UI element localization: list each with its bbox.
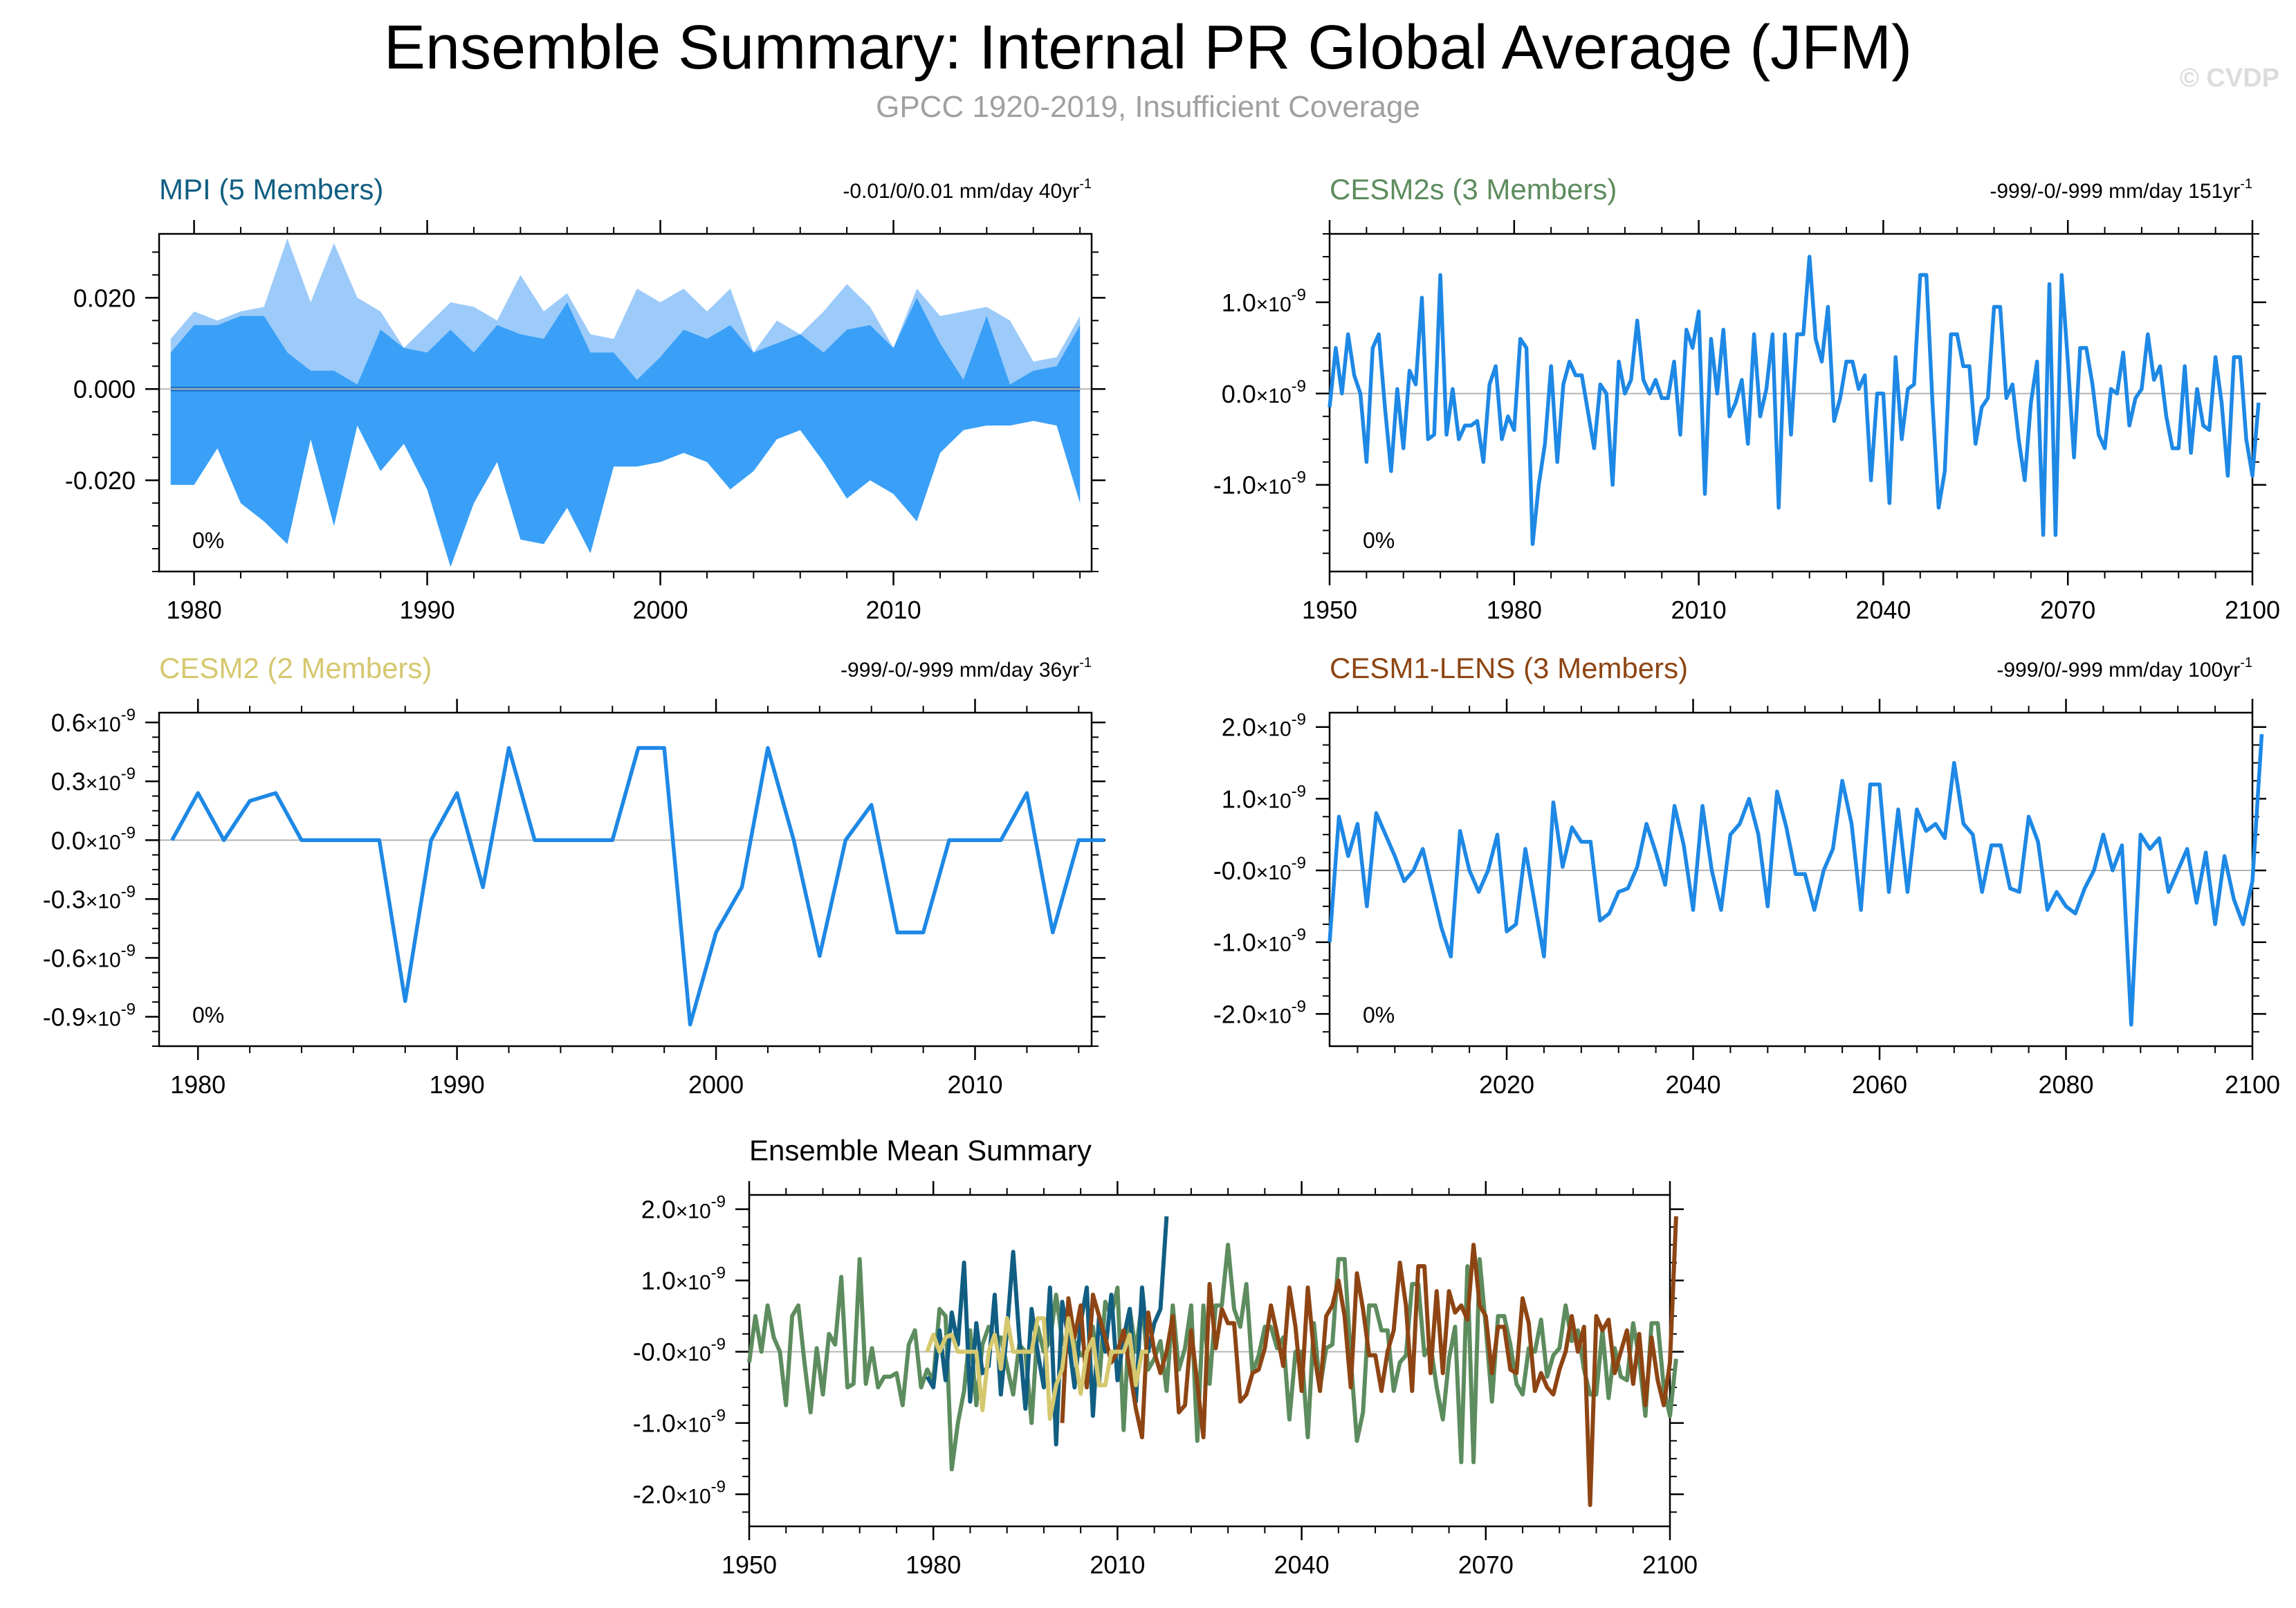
x-tick-label: 2000 — [688, 1070, 744, 1099]
y-tick-label: -0.0×10-9 — [633, 1335, 726, 1367]
x-tick-label: 1990 — [430, 1070, 485, 1099]
x-tick-label: 2010 — [947, 1070, 1002, 1099]
x-tick-label: 2100 — [2225, 1070, 2280, 1099]
y-tick-label: 0.000 — [73, 375, 136, 403]
y-tick-label: -0.3×10-9 — [43, 882, 136, 913]
y-tick-label: -1.0×10-9 — [633, 1407, 726, 1438]
x-tick-label: 2060 — [1852, 1070, 1907, 1099]
x-tick-label: 2100 — [1642, 1551, 1698, 1579]
y-tick-label: 2.0×10-9 — [641, 1193, 726, 1224]
percent-label: 0% — [192, 1003, 224, 1027]
x-tick-label: 1980 — [167, 596, 222, 624]
y-tick-label: -2.0×10-9 — [1213, 997, 1306, 1028]
x-tick-label: 1990 — [400, 596, 455, 624]
x-tick-label: 2040 — [1274, 1551, 1330, 1579]
x-tick-label: 1950 — [1302, 596, 1357, 624]
series-line-mpi — [925, 1216, 1169, 1447]
plot-frame — [158, 711, 1093, 1048]
y-tick-label: 0.6×10-9 — [51, 706, 136, 737]
series-line-cesm1 — [1328, 733, 2264, 1027]
y-tick-label: 0.3×10-9 — [51, 765, 136, 796]
x-tick-label: 1950 — [722, 1551, 777, 1579]
trend-label: -999/-0/-999 mm/day 151yr-1 — [1990, 176, 2252, 203]
page-title: Ensemble Summary: Internal PR Global Ave… — [383, 13, 1913, 82]
x-tick-label: 2010 — [1671, 596, 1727, 624]
panel-title: MPI (5 Members) — [159, 173, 383, 205]
panel-title: CESM2 (2 Members) — [159, 652, 432, 684]
plot-frame — [158, 232, 1093, 573]
percent-label: 0% — [192, 528, 224, 553]
x-tick-label: 2070 — [1458, 1551, 1514, 1579]
trend-label: -999/0/-999 mm/day 100yr-1 — [1996, 655, 2252, 682]
series-line-cesm2 — [925, 1316, 1148, 1421]
panel-mpi: 1980 1990 2000 2010 0.020 0.000 -0.020 MPI (5 M… — [65, 173, 1105, 624]
range-band-inner — [170, 298, 1081, 567]
x-tick-label: 2040 — [1855, 596, 1911, 624]
y-tick-label: -0.9×10-9 — [43, 1000, 136, 1031]
y-tick-label: -0.020 — [65, 466, 136, 495]
x-tick-label: 1980 — [906, 1551, 961, 1579]
panel-title: CESM1-LENS (3 Members) — [1330, 652, 1688, 684]
panel-cesm1: 2020 2040 2060 2080 2100 2.0×10-9 1.0×10-9 -0.0… — [1213, 652, 2280, 1099]
panel-cesm2s: 1950 1980 2010 2040 2070 2100 1.0×10-9 0.0×10-9… — [1213, 173, 2280, 624]
series-line-cesm2s — [1328, 255, 2261, 547]
trend-label: -999/-0/-999 mm/day 36yr-1 — [841, 655, 1092, 682]
y-tick-label: -0.6×10-9 — [43, 941, 136, 972]
x-tick-label: 2010 — [1090, 1551, 1145, 1579]
plot-frame — [1328, 232, 2254, 573]
x-tick-label: 2010 — [866, 596, 921, 624]
x-tick-label: 2070 — [2040, 596, 2095, 624]
series-line-cesm2 — [170, 746, 1105, 1027]
x-tick-label: 2040 — [1665, 1070, 1720, 1099]
series-line-cesm2s — [747, 1243, 1678, 1472]
y-tick-label: -0.0×10-9 — [1213, 854, 1306, 885]
y-tick-label: 1.0×10-9 — [641, 1264, 726, 1295]
y-tick-label: 0.0×10-9 — [1222, 377, 1306, 408]
panel-ens_mean: 1950 1980 2010 2040 2070 2100 2.0×10-9 1.0×10-9… — [633, 1134, 1698, 1579]
percent-label: 0% — [1363, 528, 1395, 553]
panel-cesm2: 1980 1990 2000 2010 0.6×10-9 0.3×10-9 0.0×10-9… — [43, 652, 1105, 1099]
x-tick-label: 2100 — [2225, 596, 2280, 624]
y-tick-label: 0.020 — [73, 284, 136, 312]
x-tick-label: 2000 — [633, 596, 688, 624]
plot-frame — [1328, 711, 2254, 1048]
panel-title: CESM2s (3 Members) — [1330, 173, 1617, 205]
x-tick-label: 2080 — [2038, 1070, 2093, 1099]
x-tick-label: 2020 — [1479, 1070, 1534, 1099]
panel-title: Ensemble Mean Summary — [749, 1134, 1092, 1167]
copyright-watermark: © CVDP — [2179, 64, 2279, 93]
y-tick-label: -1.0×10-9 — [1213, 468, 1306, 500]
y-tick-label: 1.0×10-9 — [1222, 286, 1306, 317]
page-subtitle: GPCC 1920-2019, Insufficient Coverage — [876, 90, 1420, 124]
x-tick-label: 1980 — [1487, 596, 1542, 624]
series-line-cesm1 — [1060, 1216, 1678, 1508]
y-tick-label: 0.0×10-9 — [51, 823, 136, 855]
y-tick-label: 1.0×10-9 — [1222, 782, 1306, 813]
percent-label: 0% — [1363, 1003, 1395, 1027]
y-tick-label: -2.0×10-9 — [633, 1478, 726, 1509]
trend-label: -0.01/0/0.01 mm/day 40yr-1 — [843, 176, 1092, 203]
x-tick-label: 1980 — [170, 1070, 226, 1099]
y-tick-label: -1.0×10-9 — [1213, 926, 1306, 957]
y-tick-label: 2.0×10-9 — [1222, 711, 1306, 742]
